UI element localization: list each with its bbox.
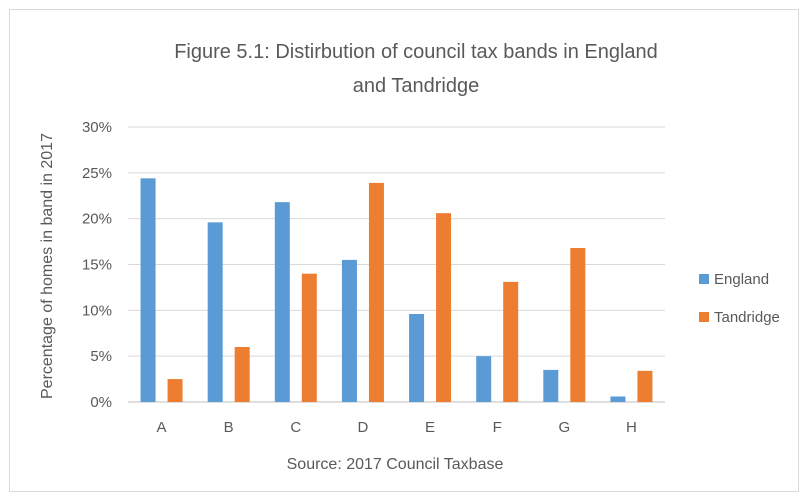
x-tick-label: E: [425, 419, 435, 436]
bar-tandridge-a: [167, 379, 183, 402]
x-tick-label: B: [224, 419, 234, 436]
bar-tandridge-b: [234, 347, 250, 402]
y-tick-label: 30%: [82, 119, 112, 136]
y-tick-labels: 0% 5% 10% 15% 20% 25% 30%: [82, 119, 112, 411]
bar-tandridge-h: [637, 370, 653, 402]
x-tick-label: A: [157, 419, 167, 436]
bar-england-b: [207, 222, 223, 402]
bar-england-a: [140, 178, 156, 402]
x-tick-label: H: [626, 419, 637, 436]
bar-england-e: [409, 314, 425, 402]
bar-tandridge-e: [436, 213, 452, 402]
bar-chart: Figure 5.1: Distirbution of council tax …: [39, 41, 780, 473]
x-tick-label: G: [558, 419, 570, 436]
y-tick-label: 15%: [82, 257, 112, 274]
legend-swatch-england: [699, 274, 709, 284]
x-tick-labels: A B C D E F G H: [157, 419, 637, 436]
y-tick-label: 20%: [82, 211, 112, 228]
y-axis-label: Percentage of homes in band in 2017: [39, 133, 56, 399]
bars: [140, 178, 653, 402]
bar-tandridge-c: [301, 273, 317, 402]
chart-frame: Figure 5.1: Distirbution of council tax …: [9, 9, 799, 492]
bar-tandridge-d: [368, 182, 384, 402]
bar-england-h: [610, 396, 626, 402]
x-tick-label: F: [493, 419, 502, 436]
y-tick-label: 5%: [90, 348, 112, 365]
x-tick-label: C: [290, 419, 301, 436]
x-tick-label: D: [358, 419, 369, 436]
y-tick-label: 0%: [90, 394, 112, 411]
bar-tandridge-f: [503, 281, 519, 402]
legend: England Tandridge: [699, 271, 780, 326]
bar-england-f: [476, 356, 492, 402]
legend-swatch-tandridge: [699, 312, 709, 322]
x-axis-label: Source: 2017 Council Taxbase: [287, 456, 504, 473]
bar-tandridge-g: [570, 248, 586, 402]
chart-title-line-1: Figure 5.1: Distirbution of council tax …: [174, 41, 658, 63]
y-tick-label: 25%: [82, 165, 112, 182]
bar-england-c: [274, 202, 290, 402]
y-tick-label: 10%: [82, 302, 112, 319]
bar-england-g: [543, 369, 559, 402]
legend-label-england: England: [714, 271, 769, 288]
chart-title-line-2: and Tandridge: [353, 75, 479, 97]
legend-label-tandridge: Tandridge: [714, 309, 780, 326]
bar-england-d: [341, 259, 357, 402]
